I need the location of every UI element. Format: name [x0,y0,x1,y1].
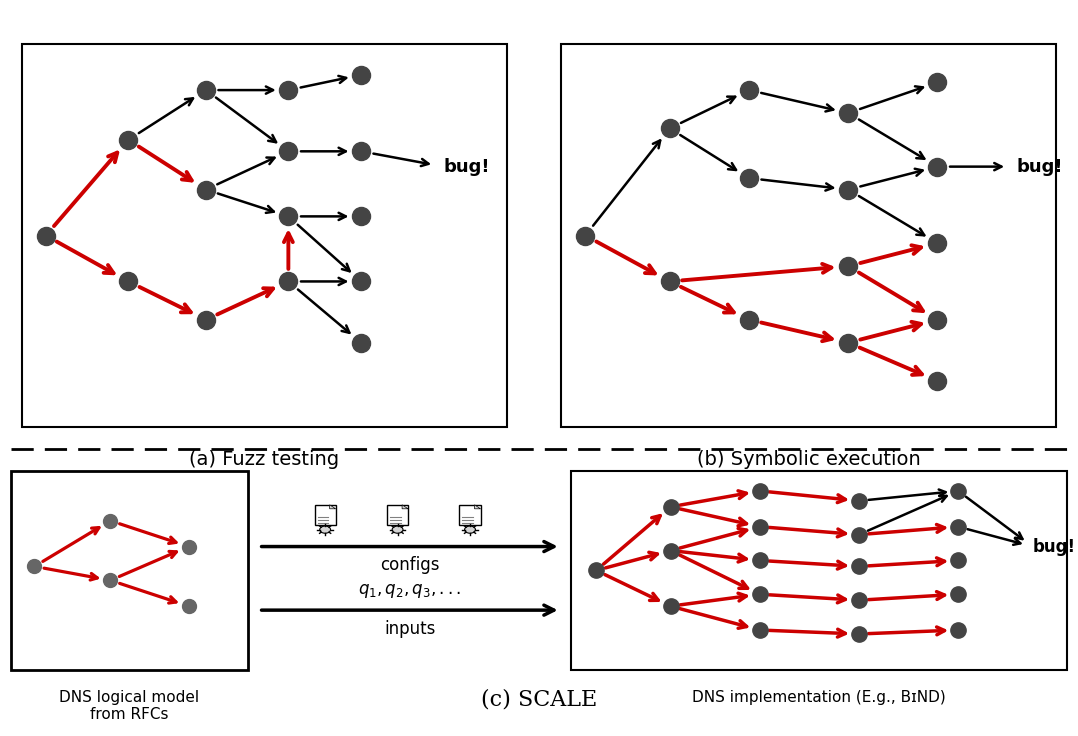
Text: $q_1, q_2, q_3, ...$: $q_1, q_2, q_3, ...$ [358,582,461,601]
Text: DNS logical model
from RFCs: DNS logical model from RFCs [59,690,199,722]
Text: bug!: bug! [1033,537,1076,556]
Circle shape [392,526,403,534]
Circle shape [320,526,331,534]
Text: DNS implementation (E.g., BɪND): DNS implementation (E.g., BɪND) [692,690,946,704]
Text: inputs: inputs [384,620,436,638]
Polygon shape [474,505,481,509]
Polygon shape [402,505,409,509]
Text: bug!: bug! [444,158,490,176]
Text: (c) SCALE: (c) SCALE [481,688,597,710]
FancyBboxPatch shape [459,505,481,525]
FancyBboxPatch shape [387,505,409,525]
Text: (b) Symbolic execution: (b) Symbolic execution [696,450,921,469]
Polygon shape [330,505,335,509]
Circle shape [465,526,475,534]
Text: configs: configs [379,556,440,575]
Text: bug!: bug! [1017,158,1063,176]
FancyBboxPatch shape [315,505,335,525]
Text: (a) Fuzz testing: (a) Fuzz testing [189,450,340,469]
